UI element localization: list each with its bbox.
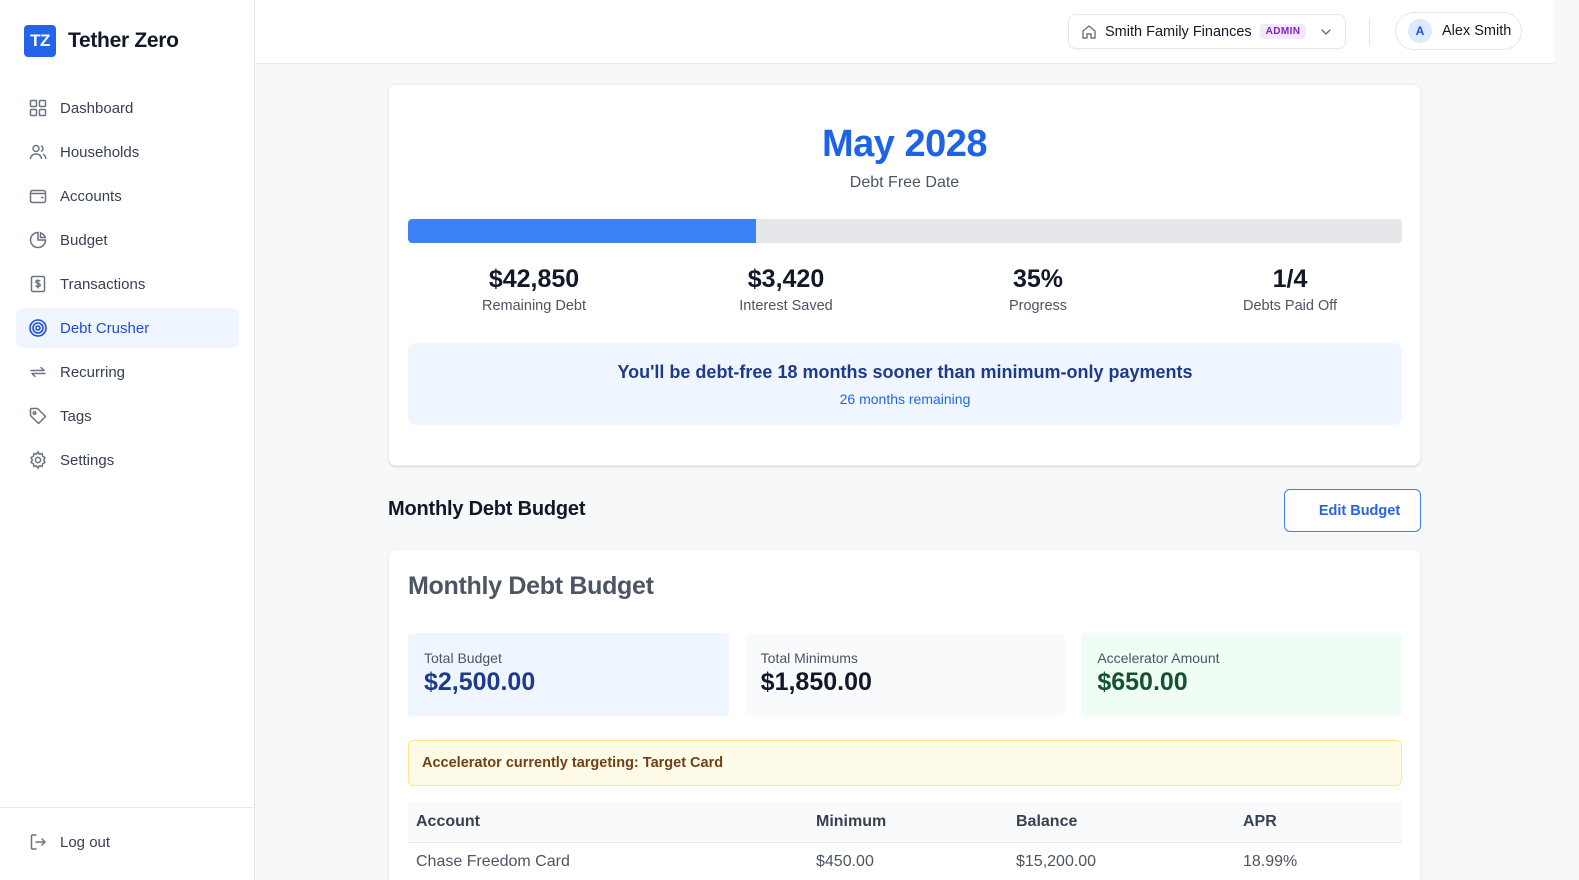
sidebar-item-label: Dashboard [60,99,134,117]
summary-label: Total Minimums [760,650,858,666]
budget-card-title: Monthly Debt Budget [408,572,654,600]
brand-name: Tether Zero [68,29,179,52]
sidebar-item-label: Transactions [60,275,146,293]
sidebar-item-label: Accounts [60,187,122,205]
sidebar-item-tags[interactable]: Tags [16,396,239,436]
sidebar-item-recurring[interactable]: Recurring [16,352,239,392]
stat-value: $3,420 [747,265,825,293]
home-icon [1081,24,1097,40]
sidebar-item-debt-crusher[interactable]: Debt Crusher [16,308,239,348]
debt-free-summary-card: May 2028 Debt Free Date $42,850 Remainin… [388,84,1421,466]
edit-budget-button[interactable]: Edit Budget [1284,489,1421,532]
sidebar-footer: Log out [0,807,254,880]
savings-callout-title: You'll be debt-free 18 months sooner tha… [617,362,1193,382]
payoff-progress-fill [408,219,756,243]
header-divider [1369,18,1370,46]
logout-label: Log out [60,833,111,851]
sidebar-item-dashboard[interactable]: Dashboard [16,88,239,128]
stat-label: Interest Saved [739,298,833,314]
cell-account: Chase Freedom Card [416,853,570,871]
summary-value: $650.00 [1097,668,1188,696]
stat-value: $42,850 [488,265,580,293]
logout-icon [28,832,48,852]
household-selector[interactable]: Smith Family Finances ADMIN [1068,14,1346,49]
stat-label: Progress [1008,298,1068,314]
sidebar-item-label: Tags [60,407,92,425]
sidebar: TZ Tether Zero Dashboard Households Acco… [0,0,255,880]
months-remaining: 26 months remaining [839,391,971,407]
sidebar-item-label: Budget [60,231,108,249]
column-header-apr[interactable]: APR [1235,802,1402,843]
accelerator-target-banner: Accelerator currently targeting: Target … [408,740,1402,786]
gear-icon [28,450,48,470]
summary-value: $1,850.00 [760,668,872,696]
user-menu-button[interactable]: A Alex Smith [1395,12,1522,50]
table-row[interactable]: Chase Freedom Card $450.00 $15,200.00 18… [408,842,1402,880]
summary-value: $2,500.00 [424,668,536,696]
sidebar-item-budget[interactable]: Budget [16,220,239,260]
wallet-icon [28,186,48,206]
role-badge: ADMIN [1259,24,1307,39]
receipt-icon [28,274,48,294]
budget-summary: Total Budget $2,500.00 Total Minimums $1… [408,633,1403,716]
repeat-icon [28,362,48,382]
target-icon [28,318,48,338]
stat-remaining-debt: $42,850 Remaining Debt [408,265,660,314]
logout-button[interactable]: Log out [28,832,110,852]
monthly-debt-budget-card: Monthly Debt Budget Total Budget $2,500.… [388,549,1421,880]
cell-minimum: $450.00 [816,853,874,871]
grid-icon [28,98,48,118]
column-header-balance[interactable]: Balance [1008,802,1235,843]
chevron-down-icon [1319,25,1333,39]
users-icon [28,142,48,162]
total-minimums-box: Total Minimums $1,850.00 [744,633,1066,716]
avatar: A [1408,19,1432,43]
brand[interactable]: TZ Tether Zero [24,25,179,57]
top-header: Smith Family Finances ADMIN A Alex Smith [255,0,1554,64]
sidebar-item-label: Debt Crusher [60,319,150,337]
sidebar-item-transactions[interactable]: Transactions [16,264,239,304]
brand-logo: TZ [24,25,56,57]
summary-label: Total Budget [424,650,502,666]
section-title: Monthly Debt Budget [388,498,586,520]
total-budget-box: Total Budget $2,500.00 [408,633,729,716]
stat-interest-saved: $3,420 Interest Saved [660,265,912,314]
stat-label: Debts Paid Off [1242,298,1338,314]
sidebar-item-label: Households [60,143,140,161]
sidebar-item-label: Settings [60,451,115,469]
sidebar-nav: Dashboard Households Accounts Budget Tra… [16,88,239,484]
column-header-account[interactable]: Account [408,802,808,843]
accelerator-amount-box: Accelerator Amount $650.00 [1081,633,1403,716]
summary-label: Accelerator Amount [1097,650,1220,666]
debt-table: Account Minimum Balance APR Chase Freedo… [408,802,1402,880]
stat-label: Remaining Debt [482,298,586,314]
table-header-row: Account Minimum Balance APR [408,802,1402,843]
debt-stats: $42,850 Remaining Debt $3,420 Interest S… [408,265,1418,314]
stat-value: 1/4 [1272,265,1308,293]
sidebar-item-label: Recurring [60,363,126,381]
tag-icon [28,406,48,426]
sidebar-item-accounts[interactable]: Accounts [16,176,239,216]
stat-value: 35% [1012,265,1064,293]
debt-free-date-label: Debt Free Date [849,174,960,191]
household-name: Smith Family Finances [1105,23,1252,40]
stat-progress: 35% Progress [912,265,1164,314]
column-header-minimum[interactable]: Minimum [808,802,1008,843]
sidebar-item-settings[interactable]: Settings [16,440,239,480]
debt-free-date: May 2028 [821,123,988,165]
payoff-progress-bar [408,219,1402,243]
cell-apr: 18.99% [1243,853,1298,871]
user-name: Alex Smith [1442,23,1512,39]
savings-callout: You'll be debt-free 18 months sooner tha… [408,343,1402,425]
stat-debts-paid-off: 1/4 Debts Paid Off [1164,265,1416,314]
sidebar-item-households[interactable]: Households [16,132,239,172]
pie-chart-icon [28,230,48,250]
cell-balance: $15,200.00 [1016,853,1097,871]
